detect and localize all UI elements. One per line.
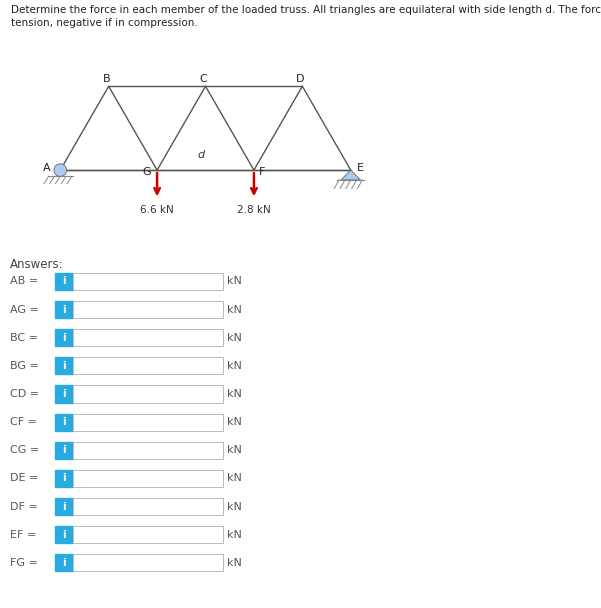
Text: CG =: CG =	[10, 445, 39, 455]
Text: kN: kN	[227, 389, 242, 399]
Text: kN: kN	[227, 361, 242, 371]
Text: i: i	[62, 530, 66, 540]
Text: kN: kN	[227, 305, 242, 314]
Text: i: i	[62, 558, 66, 568]
Text: i: i	[62, 445, 66, 455]
FancyBboxPatch shape	[55, 273, 73, 290]
Text: EF =: EF =	[10, 530, 36, 540]
Text: BC =: BC =	[10, 333, 38, 343]
Text: i: i	[62, 502, 66, 511]
Text: DE =: DE =	[10, 474, 38, 483]
Text: Determine the force in each member of the loaded truss. All triangles are equila: Determine the force in each member of th…	[11, 5, 601, 15]
Text: kN: kN	[227, 417, 242, 427]
Text: E: E	[357, 163, 364, 173]
Text: kN: kN	[227, 502, 242, 511]
Text: 6.6 kN: 6.6 kN	[140, 205, 174, 215]
Text: DF =: DF =	[10, 502, 38, 511]
Text: i: i	[62, 333, 66, 343]
Text: Answers:: Answers:	[10, 258, 64, 271]
Text: i: i	[62, 389, 66, 399]
FancyBboxPatch shape	[73, 498, 223, 515]
Text: kN: kN	[227, 474, 242, 483]
Text: CF =: CF =	[10, 417, 37, 427]
Text: BG =: BG =	[10, 361, 39, 371]
Text: B: B	[103, 74, 111, 83]
Text: i: i	[62, 417, 66, 427]
FancyBboxPatch shape	[55, 413, 73, 430]
FancyBboxPatch shape	[73, 470, 223, 487]
Text: AG =: AG =	[10, 305, 39, 314]
FancyBboxPatch shape	[55, 526, 73, 543]
FancyBboxPatch shape	[73, 413, 223, 430]
Circle shape	[54, 164, 67, 176]
Text: i: i	[62, 305, 66, 314]
FancyBboxPatch shape	[55, 385, 73, 402]
Text: 2.8 kN: 2.8 kN	[237, 205, 271, 215]
FancyBboxPatch shape	[73, 273, 223, 290]
Text: FG =: FG =	[10, 558, 38, 568]
Text: CD =: CD =	[10, 389, 39, 399]
Text: AB =: AB =	[10, 277, 38, 286]
Text: C: C	[200, 74, 207, 83]
Text: tension, negative if in compression.: tension, negative if in compression.	[11, 18, 198, 28]
Polygon shape	[341, 170, 361, 180]
FancyBboxPatch shape	[55, 301, 73, 318]
FancyBboxPatch shape	[73, 385, 223, 402]
Text: G: G	[142, 167, 151, 177]
FancyBboxPatch shape	[73, 358, 223, 375]
FancyBboxPatch shape	[55, 498, 73, 515]
FancyBboxPatch shape	[73, 301, 223, 318]
FancyBboxPatch shape	[73, 526, 223, 543]
Text: i: i	[62, 361, 66, 371]
FancyBboxPatch shape	[55, 470, 73, 487]
Text: F: F	[258, 167, 265, 177]
FancyBboxPatch shape	[73, 441, 223, 459]
Text: A: A	[43, 163, 50, 173]
Text: kN: kN	[227, 530, 242, 540]
Text: i: i	[62, 474, 66, 483]
FancyBboxPatch shape	[55, 554, 73, 572]
Text: i: i	[62, 277, 66, 286]
Text: kN: kN	[227, 558, 242, 568]
FancyBboxPatch shape	[55, 329, 73, 346]
Text: kN: kN	[227, 277, 242, 286]
FancyBboxPatch shape	[73, 554, 223, 572]
FancyBboxPatch shape	[73, 329, 223, 346]
Text: D: D	[296, 74, 305, 83]
FancyBboxPatch shape	[55, 441, 73, 459]
Text: d: d	[197, 150, 204, 161]
FancyBboxPatch shape	[55, 358, 73, 375]
Text: kN: kN	[227, 445, 242, 455]
Text: kN: kN	[227, 333, 242, 343]
